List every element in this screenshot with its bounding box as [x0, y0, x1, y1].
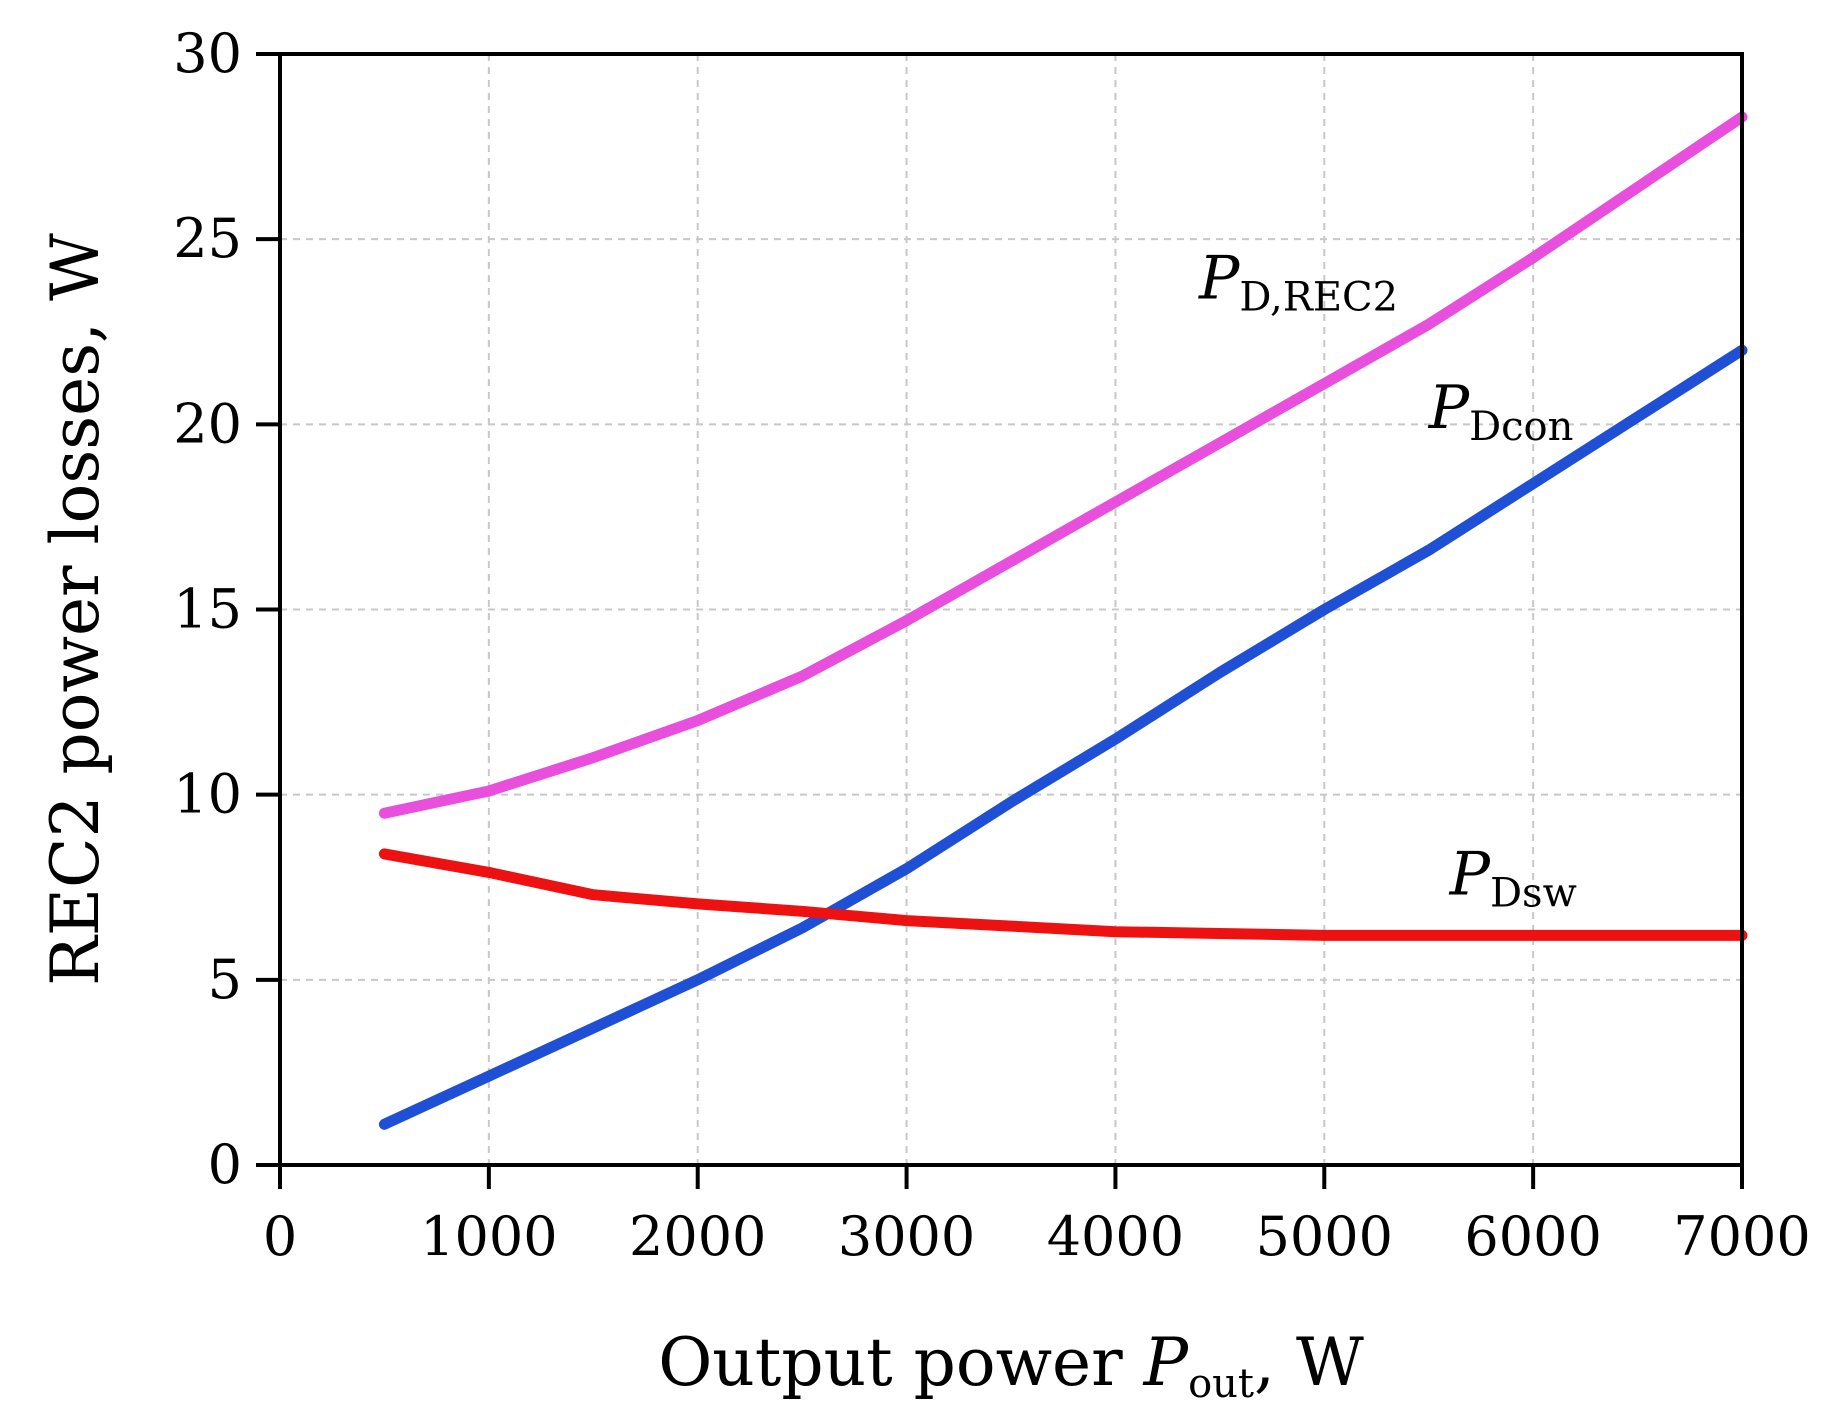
series-label-symbol: P: [1449, 840, 1492, 910]
y-tick-label: 15: [173, 578, 242, 641]
series-label-subscript: Dcon: [1469, 404, 1573, 450]
x-tick-label: 0: [263, 1205, 297, 1268]
x-tick-label: 1000: [420, 1205, 557, 1268]
y-tick-label: 25: [173, 207, 242, 270]
series-line-pdsw: [378, 848, 1748, 941]
series-label-pdrec2: PD,REC2: [1198, 243, 1398, 320]
x-axis-title-prefix: Output power: [658, 1324, 1143, 1401]
y-axis-title: REC2 power losses, W: [37, 233, 114, 986]
tick-labels: 0 1000 2000 3000 4000 5000 6000 7000 0 5 10 15 20 25 3…: [173, 22, 1810, 1268]
y-tick-label: 5: [208, 948, 242, 1011]
x-axis-title-suffix: , W: [1254, 1324, 1364, 1401]
axes: [256, 52, 1744, 1189]
series-label-pdsw: PDsw: [1449, 840, 1577, 917]
series-label-pdcon: PDcon: [1428, 373, 1574, 450]
y-tick-label: 30: [173, 22, 242, 85]
y-tick-label: 10: [173, 763, 242, 826]
x-tick-label: 7000: [1673, 1205, 1810, 1268]
x-tick-label: 3000: [838, 1205, 975, 1268]
x-tick-label: 4000: [1047, 1205, 1184, 1268]
grid: [280, 54, 1742, 1165]
series-label-subscript: Dsw: [1490, 871, 1577, 917]
x-tick-label: 5000: [1256, 1205, 1393, 1268]
y-tick-label: 20: [173, 392, 242, 455]
x-axis-title-subscript: out: [1188, 1361, 1254, 1407]
x-tick-label: 6000: [1464, 1205, 1601, 1268]
y-tick-label: 0: [208, 1133, 242, 1196]
series-label-symbol: P: [1198, 243, 1241, 313]
series-label-symbol: P: [1428, 373, 1471, 443]
series-lines: [378, 111, 1748, 1130]
series-label-subscript: D,REC2: [1239, 274, 1398, 320]
x-axis-title-symbol: P: [1143, 1324, 1190, 1401]
x-tick-label: 2000: [629, 1205, 766, 1268]
series-line-pdrec2: [378, 111, 1748, 819]
series-line-pdcon: [378, 344, 1748, 1130]
x-axis-title: Output power Pout, W: [658, 1324, 1364, 1407]
